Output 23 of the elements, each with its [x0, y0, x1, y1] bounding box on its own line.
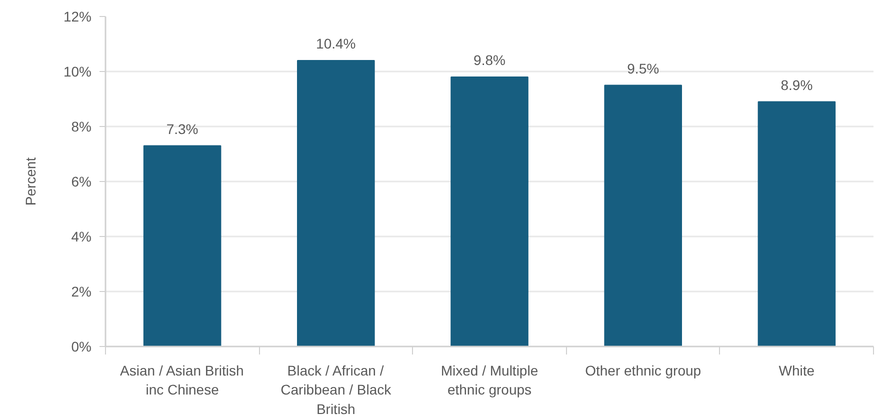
bar [604, 84, 682, 346]
data-label: 9.5% [627, 60, 660, 76]
y-axis-title: Percent [22, 157, 38, 206]
y-tick-label: 12% [63, 8, 92, 24]
data-label: 8.9% [780, 76, 813, 93]
y-tick-label: 8% [71, 118, 92, 134]
bar [143, 145, 222, 346]
x-tick-label: Other ethnic group [585, 362, 702, 378]
bar [758, 101, 836, 346]
y-tick-label: 0% [71, 338, 92, 354]
y-tick-label: 10% [63, 64, 92, 80]
x-tick-label: Asian / Asian British inc Chinese [120, 362, 244, 398]
data-label: 9.8% [474, 52, 506, 68]
y-tick-label: 6% [71, 174, 92, 190]
y-tick-label: 2% [71, 284, 92, 300]
data-label: 7.3% [166, 120, 198, 137]
y-tick-label: 4% [71, 228, 92, 244]
bar [450, 76, 528, 346]
x-tick-label: Mixed / Multiple ethnic groups [440, 362, 538, 398]
x-tick-label: Black / African / Caribbean / Black British [280, 362, 392, 417]
x-tick-label: White [778, 362, 815, 378]
bar [297, 60, 375, 346]
data-label: 10.4% [316, 36, 356, 52]
